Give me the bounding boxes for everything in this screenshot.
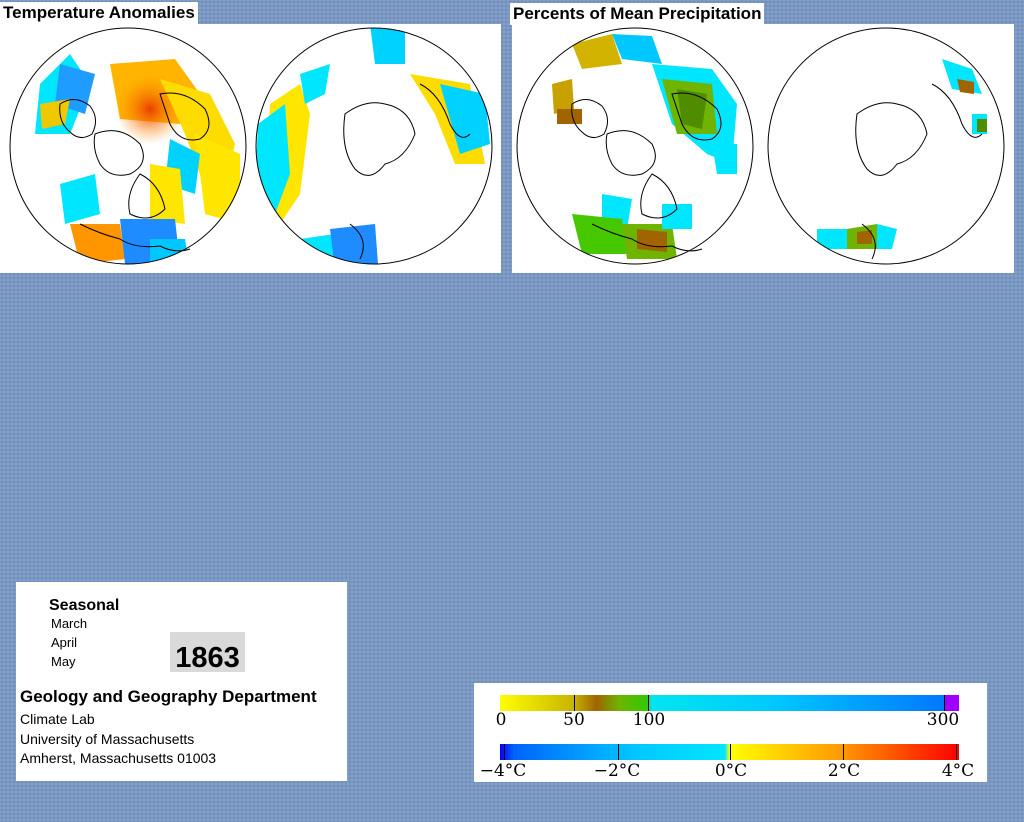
temp-label-2: 2°C [827, 761, 861, 781]
color-legend: 0 50 100 300 −4°C −2°C 0°C 2°C 4°C [474, 683, 987, 782]
season-heading: Seasonal [49, 597, 120, 614]
year-display: 1863 [170, 632, 245, 674]
university-name: University of Massachusetts [20, 731, 195, 747]
precip-eastern-outline [767, 27, 1005, 265]
temp-tick-minus4 [504, 744, 505, 760]
western-hemisphere-precipitation [552, 34, 737, 259]
temp-label-minus4: −4°C [479, 761, 527, 781]
eastern-hemisphere-anomalies [256, 28, 490, 264]
temp-label-4: 4°C [941, 761, 975, 781]
department-name: Geology and Geography Department [20, 687, 317, 706]
month-april: April [51, 635, 78, 650]
temp-tick-0 [730, 744, 731, 760]
precip-western-coastlines [571, 92, 722, 252]
eastern-hemisphere-precipitation [817, 59, 987, 249]
eastern-hemisphere-outline [255, 27, 493, 265]
temp-tick-2 [843, 744, 844, 760]
western-hemisphere-outline [9, 27, 247, 265]
eastern-coastlines [343, 83, 471, 260]
precip-label-100: 100 [632, 710, 666, 730]
precip-eastern-coastlines [855, 83, 983, 260]
temp-tick-minus2 [618, 744, 619, 760]
precip-tick-50 [574, 695, 575, 711]
precip-label-300: 300 [926, 710, 960, 730]
precip-label-50: 50 [563, 710, 585, 730]
temperature-map-panel [0, 24, 501, 273]
precip-western-outline [516, 27, 754, 265]
precipitation-map-panel [512, 24, 1014, 273]
western-coastlines [59, 92, 210, 252]
address: Amherst, Massachusetts 01003 [20, 750, 217, 766]
temperature-colorbar [500, 744, 959, 760]
temperature-hemispheres [9, 27, 493, 265]
lab-name: Climate Lab [20, 711, 95, 727]
month-may: May [51, 654, 76, 669]
western-hemisphere-anomalies [35, 54, 240, 264]
precipitation-hemispheres [516, 27, 1005, 265]
temp-label-minus2: −2°C [593, 761, 641, 781]
precip-label-0: 0 [495, 710, 507, 730]
temp-tick-4 [956, 744, 957, 760]
temp-label-0: 0°C [714, 761, 748, 781]
month-march: March [51, 616, 88, 631]
precip-tick-100 [648, 695, 649, 711]
temperature-panel-title: Temperature Anomalies [0, 2, 198, 24]
precipitation-colorbar [500, 695, 959, 711]
info-box: Seasonal March April May 1863 Geology an… [16, 582, 347, 781]
precipitation-panel-title: Percents of Mean Precipitation [510, 3, 765, 25]
precip-tick-300 [944, 695, 945, 711]
